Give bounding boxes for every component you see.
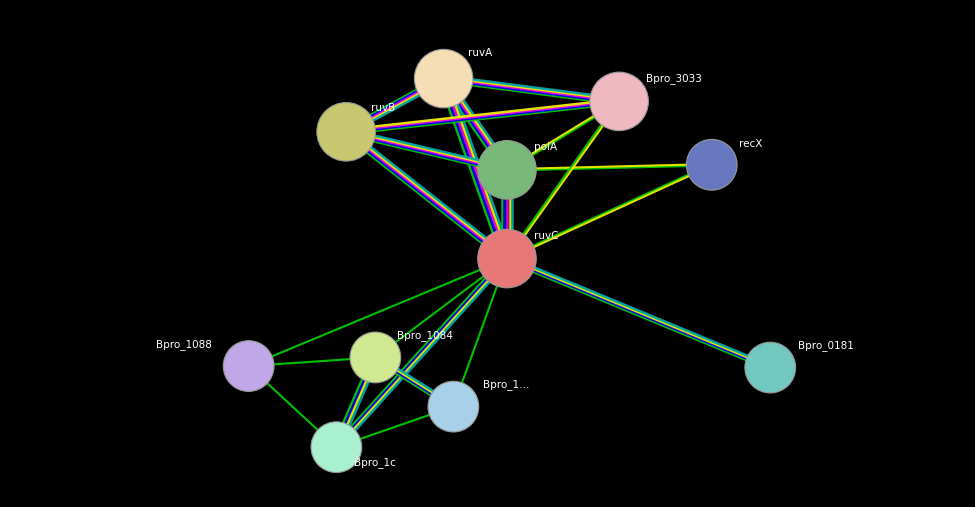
Ellipse shape	[311, 422, 362, 473]
Text: ruvA: ruvA	[468, 48, 492, 58]
Ellipse shape	[317, 102, 375, 161]
Text: Bpro_1c: Bpro_1c	[354, 457, 396, 468]
Ellipse shape	[223, 341, 274, 391]
Text: Bpro_3033: Bpro_3033	[646, 73, 702, 84]
Ellipse shape	[478, 229, 536, 288]
Text: Bpro_1084: Bpro_1084	[397, 330, 452, 341]
Ellipse shape	[350, 332, 401, 383]
Ellipse shape	[428, 381, 479, 432]
Text: Bpro_1…: Bpro_1…	[483, 379, 529, 390]
Text: polA: polA	[534, 142, 558, 152]
Text: ruvC: ruvC	[534, 231, 559, 241]
Text: Bpro_0181: Bpro_0181	[798, 340, 853, 351]
Ellipse shape	[590, 72, 648, 131]
Text: ruvB: ruvB	[370, 102, 395, 113]
Ellipse shape	[686, 139, 737, 190]
Text: Bpro_1088: Bpro_1088	[156, 339, 212, 350]
Text: recX: recX	[739, 138, 762, 149]
Ellipse shape	[414, 49, 473, 108]
Ellipse shape	[745, 342, 796, 393]
Ellipse shape	[478, 140, 536, 199]
